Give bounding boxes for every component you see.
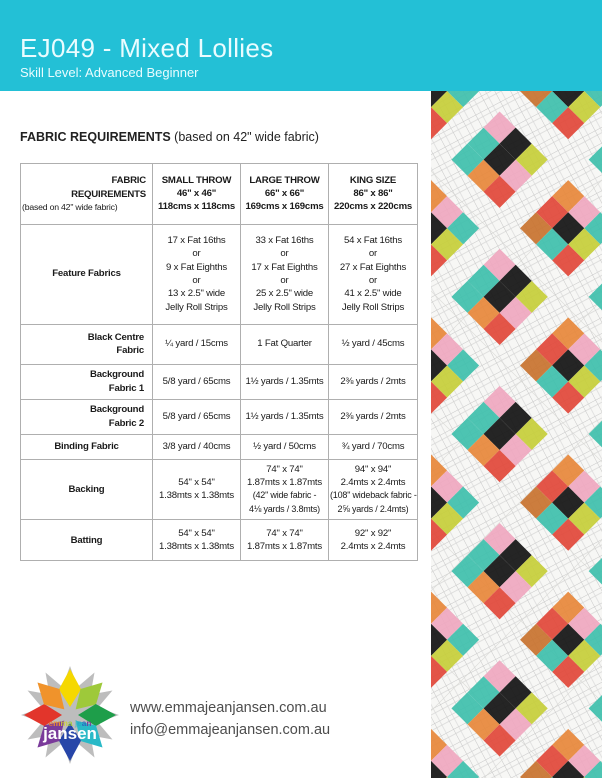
svg-text:jansen: jansen xyxy=(42,724,97,743)
